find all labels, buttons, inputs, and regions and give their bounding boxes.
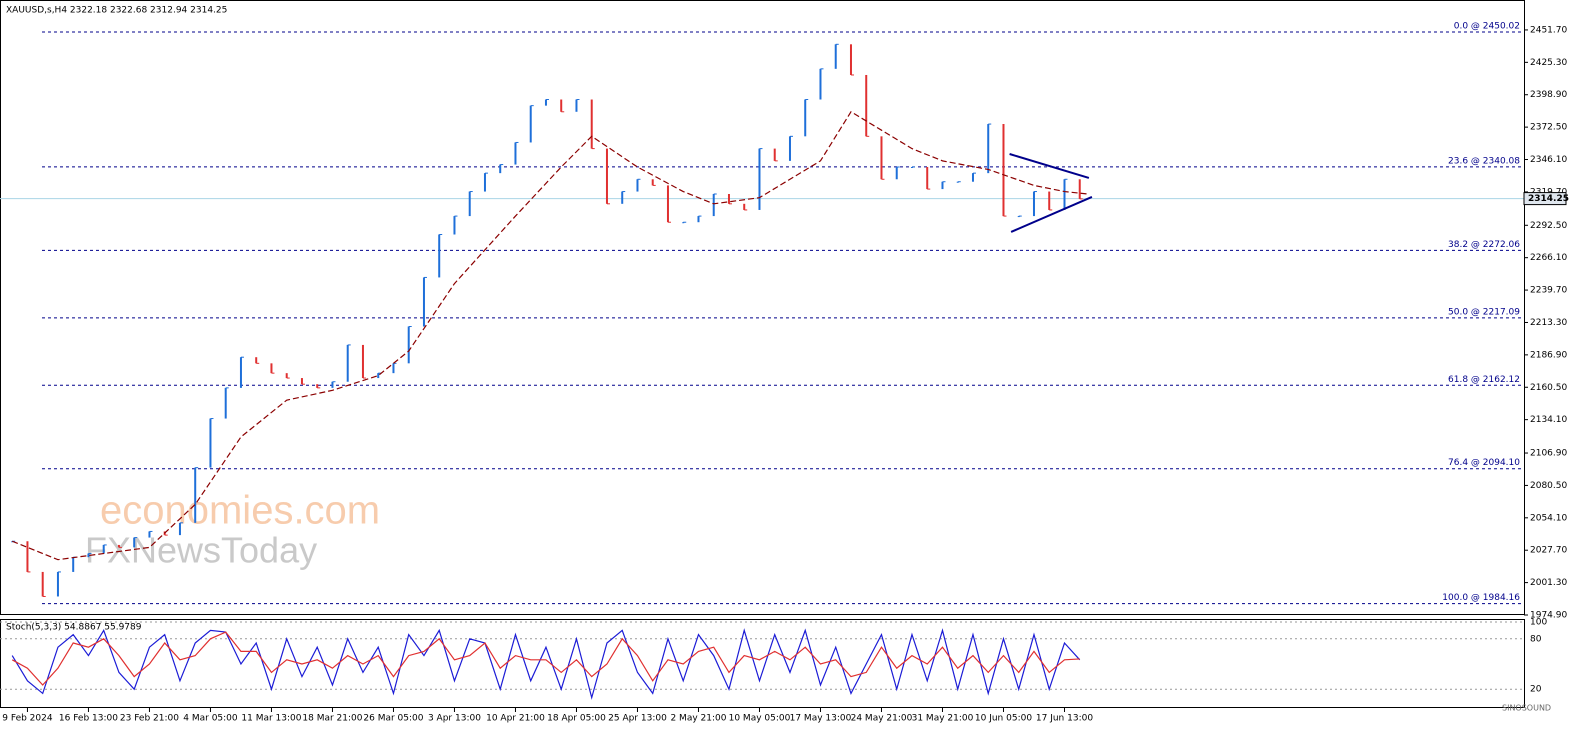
y-tick-label: 2080.50	[1530, 481, 1567, 491]
y-tick-label: 2001.30	[1530, 578, 1567, 588]
x-tick-label: 17 Jun 13:00	[1036, 714, 1093, 724]
x-tick-label: 4 Mar 05:00	[183, 714, 238, 724]
y-tick-label: 2027.70	[1530, 546, 1567, 556]
y-tick-label: 1974.90	[1530, 611, 1567, 621]
x-tick-label: 9 Feb 2024	[2, 714, 53, 724]
x-tick-label: 10 Jun 05:00	[975, 714, 1032, 724]
fib-label: 23.6 @ 2340.08	[1448, 156, 1520, 166]
x-tick-label: 10 May 05:00	[729, 714, 791, 724]
x-tick-label: 10 Apr 21:00	[486, 714, 545, 724]
y-tick-label: 2266.10	[1530, 253, 1567, 263]
x-tick-label: 26 Mar 05:00	[363, 714, 423, 724]
x-tick-label: 16 Feb 13:00	[59, 714, 118, 724]
stoch-frame	[0, 619, 1525, 708]
y-tick-label: 2054.10	[1530, 513, 1567, 523]
x-tick-label: 18 Mar 21:00	[302, 714, 362, 724]
x-tick-label: 24 May 21:00	[851, 714, 913, 724]
y-tick-label: 2425.30	[1530, 58, 1567, 68]
fib-label: 76.4 @ 2094.10	[1448, 458, 1520, 468]
logo: SINOSOUND	[1502, 704, 1551, 713]
fib-label: 0.0 @ 2450.02	[1454, 22, 1520, 32]
stoch-line	[11, 631, 1080, 686]
stoch-line	[11, 628, 1081, 700]
fib-label: 61.8 @ 2162.12	[1448, 375, 1520, 385]
stoch-tick-label: 20	[1530, 685, 1542, 695]
y-tick-label: 2186.90	[1530, 350, 1567, 360]
x-tick-label: 17 May 13:00	[790, 714, 852, 724]
x-tick-label: 23 Feb 21:00	[120, 714, 179, 724]
stoch-tick-label: 80	[1530, 634, 1542, 644]
y-tick-label: 2292.50	[1530, 221, 1567, 231]
watermark: FXNewsToday	[85, 530, 317, 571]
fib-label: 50.0 @ 2217.09	[1448, 307, 1520, 317]
y-tick-label: 2346.10	[1530, 155, 1567, 165]
chart-title: XAUUSD,s,H4 2322.18 2322.68 2312.94 2314…	[6, 6, 227, 16]
y-tick-label: 2106.90	[1530, 449, 1567, 459]
x-tick-label: 18 Apr 05:00	[547, 714, 606, 724]
last-price-label: 2314.25	[1528, 194, 1569, 204]
y-tick-label: 2134.10	[1530, 415, 1567, 425]
y-tick-label: 2451.70	[1530, 25, 1567, 35]
y-tick-label: 2160.50	[1530, 383, 1567, 393]
fib-label: 100.0 @ 1984.16	[1442, 593, 1520, 603]
last-price-box	[1523, 192, 1567, 206]
stoch-title: Stoch(5,3,3) 54.8867 55.9789	[6, 623, 142, 633]
main-frame	[0, 0, 1525, 615]
y-tick-label: 2239.70	[1530, 286, 1567, 296]
trendline	[1009, 153, 1090, 179]
x-tick-label: 3 Apr 13:00	[428, 714, 481, 724]
x-tick-label: 25 Apr 13:00	[608, 714, 667, 724]
y-tick-label: 2372.50	[1530, 123, 1567, 133]
x-tick-label: 31 May 21:00	[912, 714, 974, 724]
fib-label: 38.2 @ 2272.06	[1448, 240, 1520, 250]
watermark: economies.com	[100, 489, 380, 533]
stoch-tick-label: 100	[1530, 618, 1547, 628]
x-tick-label: 11 Mar 13:00	[241, 714, 301, 724]
y-tick-label: 2398.90	[1530, 90, 1567, 100]
trendline	[1010, 196, 1093, 233]
x-tick-label: 2 May 21:00	[670, 714, 726, 724]
y-tick-label: 2213.30	[1530, 318, 1567, 328]
